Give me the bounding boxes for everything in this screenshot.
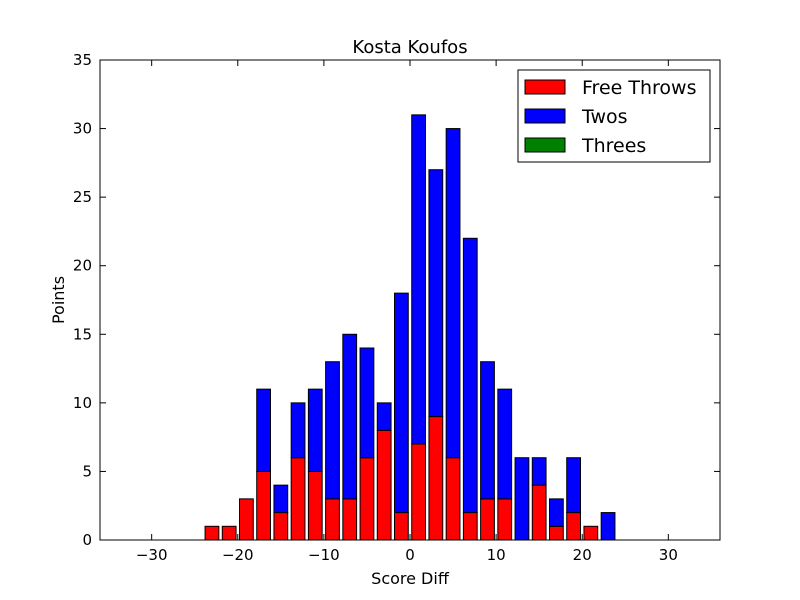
- bar-free-throws-9: [256, 470, 272, 541]
- y-axis-title: Points: [49, 276, 68, 324]
- bar-twos-14: [342, 333, 358, 500]
- bar-free-throws-11: [290, 457, 306, 541]
- x-tick-label-3: 0: [405, 546, 415, 564]
- bar-free-throws-19: [428, 416, 444, 541]
- y-tick-label-3: 15: [73, 325, 92, 343]
- y-tick-label-6: 30: [73, 120, 92, 138]
- y-tick-label-1: 5: [82, 462, 92, 480]
- bar-twos-18: [411, 114, 427, 445]
- bar-free-throws-22: [480, 498, 495, 541]
- bar-twos-27: [566, 457, 581, 514]
- bar-free-throws-15: [359, 457, 375, 541]
- bar-twos-10: [273, 484, 289, 514]
- bar-free-throws-18: [411, 443, 427, 541]
- bar-twos-20: [445, 128, 461, 459]
- bars-layer: [101, 114, 719, 541]
- bar-twos-24: [514, 457, 530, 541]
- bar-twos-23: [497, 388, 513, 500]
- bar-twos-22: [480, 361, 495, 500]
- bar-free-throws-20: [445, 457, 461, 541]
- y-tick-label-4: 20: [73, 257, 92, 275]
- bar-twos-11: [290, 402, 306, 459]
- legend-swatch-free-throws: [524, 79, 566, 95]
- bar-free-throws-13: [325, 498, 340, 541]
- ticks-layer: −30 −20 −10 0 10 20 30 0 5 10 15 20 25 30 35: [73, 51, 720, 564]
- bar-free-throws-8: [239, 498, 254, 541]
- legend-label-free-throws: Free Throws: [582, 77, 696, 99]
- y-tick-label-2: 10: [73, 394, 92, 412]
- bar-twos-21: [462, 237, 478, 514]
- bar-twos-9: [256, 388, 272, 472]
- bar-free-throws-14: [342, 498, 358, 541]
- bar-twos-12: [307, 388, 323, 472]
- bar-free-throws-27: [566, 512, 581, 541]
- bar-free-throws-23: [497, 498, 513, 541]
- bar-free-throws-21: [462, 512, 478, 541]
- y-tick-label-7: 35: [73, 51, 92, 69]
- bar-free-throws-25: [531, 484, 547, 541]
- bar-twos-13: [325, 361, 340, 500]
- bar-free-throws-7: [221, 525, 237, 541]
- bar-twos-29: [600, 512, 616, 541]
- legend-label-threes: Threes: [581, 135, 646, 157]
- legend-label-twos: Twos: [581, 106, 628, 128]
- legend-swatch-threes: [524, 137, 566, 153]
- bar-free-throws-6: [204, 525, 220, 541]
- bar-free-throws-28: [583, 525, 599, 541]
- bar-free-throws-12: [307, 470, 323, 541]
- bar-twos-15: [359, 347, 375, 459]
- x-tick-label-4: 10: [487, 546, 506, 564]
- legend-swatch-twos: [524, 108, 566, 124]
- bar-twos-19: [428, 169, 444, 418]
- x-tick-label-2: −10: [308, 546, 340, 564]
- x-axis-title: Score Diff: [371, 569, 450, 588]
- x-tick-label-1: −20: [222, 546, 254, 564]
- bar-free-throws-17: [394, 512, 409, 541]
- chart-title: Kosta Koufos: [352, 37, 467, 58]
- bar-twos-16: [376, 402, 392, 431]
- bar-twos-25: [531, 457, 547, 486]
- legend: Free Throws Twos Threes: [517, 69, 711, 163]
- bar-twos-17: [394, 292, 409, 514]
- bar-free-throws-26: [549, 525, 564, 541]
- y-tick-label-5: 25: [73, 188, 92, 206]
- bar-twos-26: [549, 498, 564, 527]
- x-tick-label-0: −30: [136, 546, 168, 564]
- plot-frame: [99, 59, 721, 541]
- y-tick-label-0: 0: [82, 531, 92, 549]
- bar-free-throws-16: [376, 429, 392, 541]
- x-tick-label-6: 30: [659, 546, 678, 564]
- bar-free-throws-10: [273, 512, 289, 541]
- x-tick-label-5: 20: [573, 546, 592, 564]
